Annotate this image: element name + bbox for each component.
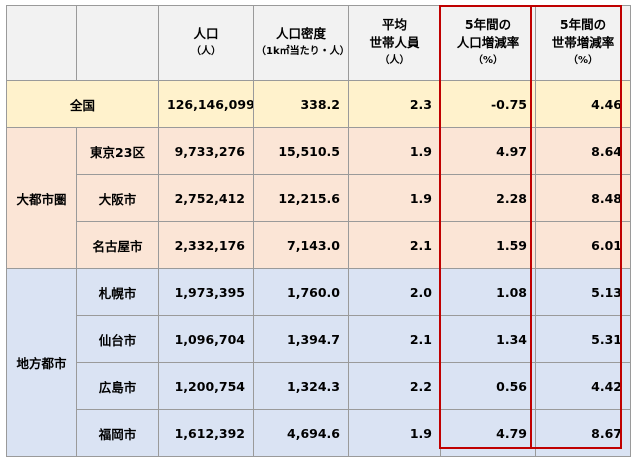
- hh-change-value: 6.01: [535, 221, 631, 269]
- national-pop-change: -0.75: [440, 80, 536, 128]
- city-name: 大阪市: [76, 174, 159, 222]
- header-pop-change-line1: 5年間の: [464, 17, 512, 32]
- city-name: 札幌市: [76, 268, 159, 316]
- header-hh-change: 5年間の 世帯増減率 （%）: [535, 5, 631, 81]
- header-row: 人口 （人） 人口密度 （1k㎡当たり・人） 平均 世帯人員 （人） 5年間の …: [6, 5, 631, 81]
- population-value: 2,752,412: [158, 174, 254, 222]
- population-value: 1,973,395: [158, 268, 254, 316]
- pop-change-value: 4.79: [440, 409, 536, 457]
- national-density: 338.2: [253, 80, 349, 128]
- table-row: 大阪市 2,752,412 12,215.6 1.9 2.28 8.48: [7, 174, 631, 222]
- density-value: 15,510.5: [253, 127, 349, 175]
- household-value: 2.0: [348, 268, 441, 316]
- header-corner-cell-2: [76, 5, 159, 81]
- hh-change-value: 8.67: [535, 409, 631, 457]
- pop-change-value: 1.59: [440, 221, 536, 269]
- household-value: 1.9: [348, 409, 441, 457]
- header-corner-cell: [6, 5, 77, 81]
- header-pop-change: 5年間の 人口増減率 （%）: [440, 5, 536, 81]
- pop-change-value: 1.34: [440, 315, 536, 363]
- population-value: 1,096,704: [158, 315, 254, 363]
- table-row: 福岡市 1,612,392 4,694.6 1.9 4.79 8.67: [7, 409, 631, 457]
- household-value: 2.1: [348, 221, 441, 269]
- header-density: 人口密度 （1k㎡当たり・人）: [253, 5, 349, 81]
- header-household-unit: （人）: [379, 55, 410, 66]
- household-value: 1.9: [348, 127, 441, 175]
- density-value: 1,760.0: [253, 268, 349, 316]
- hh-change-value: 5.31: [535, 315, 631, 363]
- header-household-line1: 平均: [381, 17, 407, 32]
- city-name: 広島市: [76, 362, 159, 410]
- population-value: 9,733,276: [158, 127, 254, 175]
- pop-change-value: 1.08: [440, 268, 536, 316]
- hh-change-value: 8.48: [535, 174, 631, 222]
- header-population: 人口 （人）: [158, 5, 254, 81]
- household-value: 2.1: [348, 315, 441, 363]
- city-name: 名古屋市: [76, 221, 159, 269]
- header-hh-change-line2: 世帯増減率: [551, 35, 615, 50]
- header-household-line2: 世帯人員: [369, 35, 420, 50]
- hh-change-value: 5.13: [535, 268, 631, 316]
- header-density-unit: （1k㎡当たり・人）: [256, 46, 349, 57]
- population-value: 1,612,392: [158, 409, 254, 457]
- table-row: 大都市圏 東京23区 9,733,276 15,510.5 1.9 4.97 8…: [6, 127, 631, 269]
- population-value: 2,332,176: [158, 221, 254, 269]
- hh-change-value: 8.64: [535, 127, 631, 175]
- pop-change-value: 0.56: [440, 362, 536, 410]
- header-pop-change-line2: 人口増減率: [456, 35, 520, 50]
- city-name: 福岡市: [76, 409, 159, 457]
- density-value: 7,143.0: [253, 221, 349, 269]
- national-row: 全国 126,146,099 338.2 2.3 -0.75 4.46: [6, 80, 631, 128]
- pop-change-value: 2.28: [440, 174, 536, 222]
- national-population: 126,146,099: [158, 80, 254, 128]
- group-label-regional: 地方都市: [6, 268, 77, 457]
- household-value: 2.2: [348, 362, 441, 410]
- group-label-metro: 大都市圏: [6, 127, 77, 269]
- header-population-label: 人口: [193, 26, 219, 41]
- density-value: 1,394.7: [253, 315, 349, 363]
- national-household: 2.3: [348, 80, 441, 128]
- household-value: 1.9: [348, 174, 441, 222]
- density-value: 4,694.6: [253, 409, 349, 457]
- hh-change-value: 4.42: [535, 362, 631, 410]
- table-row: 仙台市 1,096,704 1,394.7 2.1 1.34 5.31: [7, 315, 631, 363]
- city-name: 仙台市: [76, 315, 159, 363]
- header-population-unit: （人）: [191, 46, 221, 57]
- table-row: 広島市 1,200,754 1,324.3 2.2 0.56 4.42: [7, 362, 631, 410]
- header-household: 平均 世帯人員 （人）: [348, 5, 441, 81]
- density-value: 12,215.6: [253, 174, 349, 222]
- city-name: 東京23区: [76, 127, 159, 175]
- header-hh-change-line1: 5年間の: [559, 17, 607, 32]
- header-hh-change-unit: （%）: [567, 55, 599, 66]
- national-label: 全国: [6, 80, 159, 128]
- header-density-label: 人口密度: [275, 26, 326, 41]
- population-table: 人口 （人） 人口密度 （1k㎡当たり・人） 平均 世帯人員 （人） 5年間の …: [6, 5, 631, 457]
- header-pop-change-unit: （%）: [472, 55, 504, 66]
- density-value: 1,324.3: [253, 362, 349, 410]
- table-row: 名古屋市 2,332,176 7,143.0 2.1 1.59 6.01: [7, 221, 631, 269]
- table-row: 地方都市 札幌市 1,973,395 1,760.0 2.0 1.08 5.13: [6, 268, 631, 457]
- population-value: 1,200,754: [158, 362, 254, 410]
- national-hh-change: 4.46: [535, 80, 631, 128]
- pop-change-value: 4.97: [440, 127, 536, 175]
